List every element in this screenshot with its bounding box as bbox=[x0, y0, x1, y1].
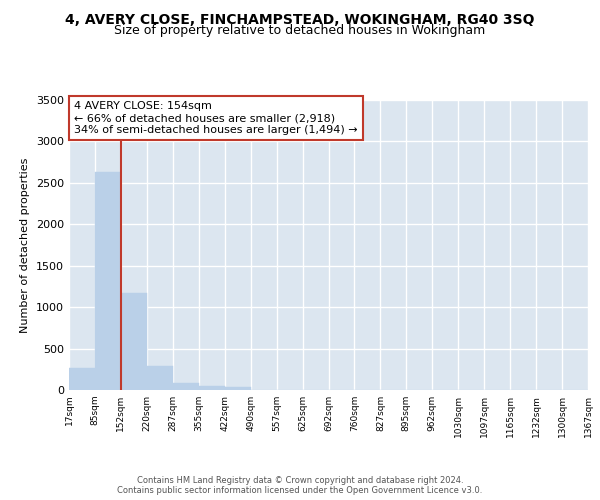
Bar bbox=[69, 368, 95, 390]
Y-axis label: Number of detached properties: Number of detached properties bbox=[20, 158, 31, 332]
Text: 4, AVERY CLOSE, FINCHAMPSTEAD, WOKINGHAM, RG40 3SQ: 4, AVERY CLOSE, FINCHAMPSTEAD, WOKINGHAM… bbox=[65, 12, 535, 26]
Bar bbox=[95, 172, 121, 390]
Bar bbox=[173, 382, 199, 390]
Text: 4 AVERY CLOSE: 154sqm
← 66% of detached houses are smaller (2,918)
34% of semi-d: 4 AVERY CLOSE: 154sqm ← 66% of detached … bbox=[74, 102, 358, 134]
Bar bbox=[225, 386, 251, 390]
Bar bbox=[199, 386, 224, 390]
Text: Contains HM Land Registry data © Crown copyright and database right 2024.
Contai: Contains HM Land Registry data © Crown c… bbox=[118, 476, 482, 495]
Bar bbox=[121, 293, 147, 390]
Text: Size of property relative to detached houses in Wokingham: Size of property relative to detached ho… bbox=[115, 24, 485, 37]
Bar bbox=[147, 366, 173, 390]
